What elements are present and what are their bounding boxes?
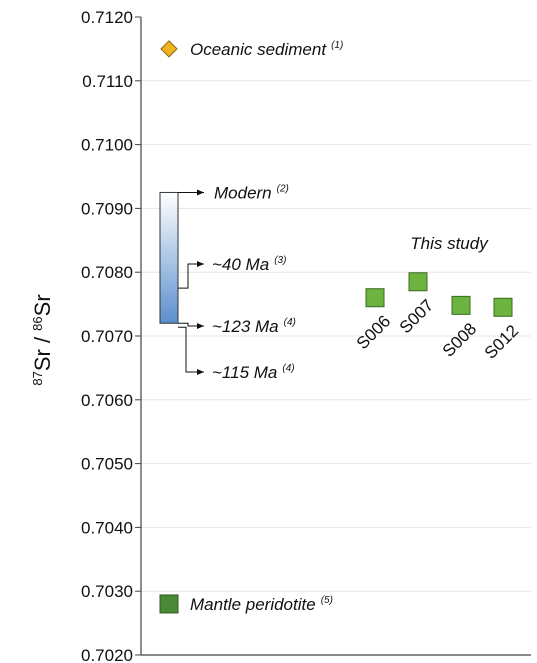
y-tick-labels: 0.7120 0.7110 0.7100 0.7090 0.7080 0.7070 0.70… (81, 8, 133, 663)
seawater-range-bar (159, 191, 179, 324)
study-sample-marker (493, 297, 513, 317)
ma115-arrow (178, 326, 204, 375)
y-tick-label: 0.7100 (81, 136, 133, 155)
ma123-label: ~123 Ma (4) (212, 317, 296, 336)
reference-label: Oceanic sediment (1) (190, 40, 343, 59)
modern-label: Modern (2) (214, 183, 289, 202)
study-sample-label: S006 (353, 312, 395, 354)
y-tick-label: 0.7110 (82, 72, 133, 91)
study-sample-marker (408, 272, 428, 292)
y-tick-label: 0.7070 (81, 327, 133, 346)
forty-ma-label: ~40 Ma (3) (212, 255, 286, 274)
reference-label: Mantle peridotite (5) (190, 595, 333, 614)
y-tick-label: 0.7040 (81, 518, 133, 537)
ma115-label: ~115 Ma (4) (212, 363, 295, 382)
ma123-arrow (178, 322, 204, 329)
axes (135, 16, 531, 656)
study-sample-marker (451, 295, 471, 315)
forty-ma-arrow (178, 261, 204, 289)
y-tick-label: 0.7080 (81, 263, 133, 282)
y-tick-label: 0.7020 (81, 646, 133, 663)
grid-lines (141, 80, 531, 592)
mantle-peridotite-marker (159, 594, 179, 614)
y-tick-label: 0.7050 (81, 455, 133, 474)
y-axis-title: 87Sr / 86Sr (30, 294, 55, 385)
y-tick-label: 0.7060 (81, 391, 133, 410)
study-sample-marker (365, 288, 385, 308)
y-tick-label: 0.7090 (81, 199, 133, 218)
y-tick-label: 0.7120 (81, 8, 133, 27)
study-sample-label: S007 (396, 296, 438, 338)
y-axis-label: 87Sr / 86Sr (30, 294, 55, 385)
y-tick-label: 0.7030 (81, 582, 133, 601)
study-title: This study (410, 234, 489, 253)
study-sample-label: S012 (481, 321, 523, 363)
oceanic-sediment-marker (160, 40, 178, 58)
study-sample-label: S008 (439, 319, 481, 361)
